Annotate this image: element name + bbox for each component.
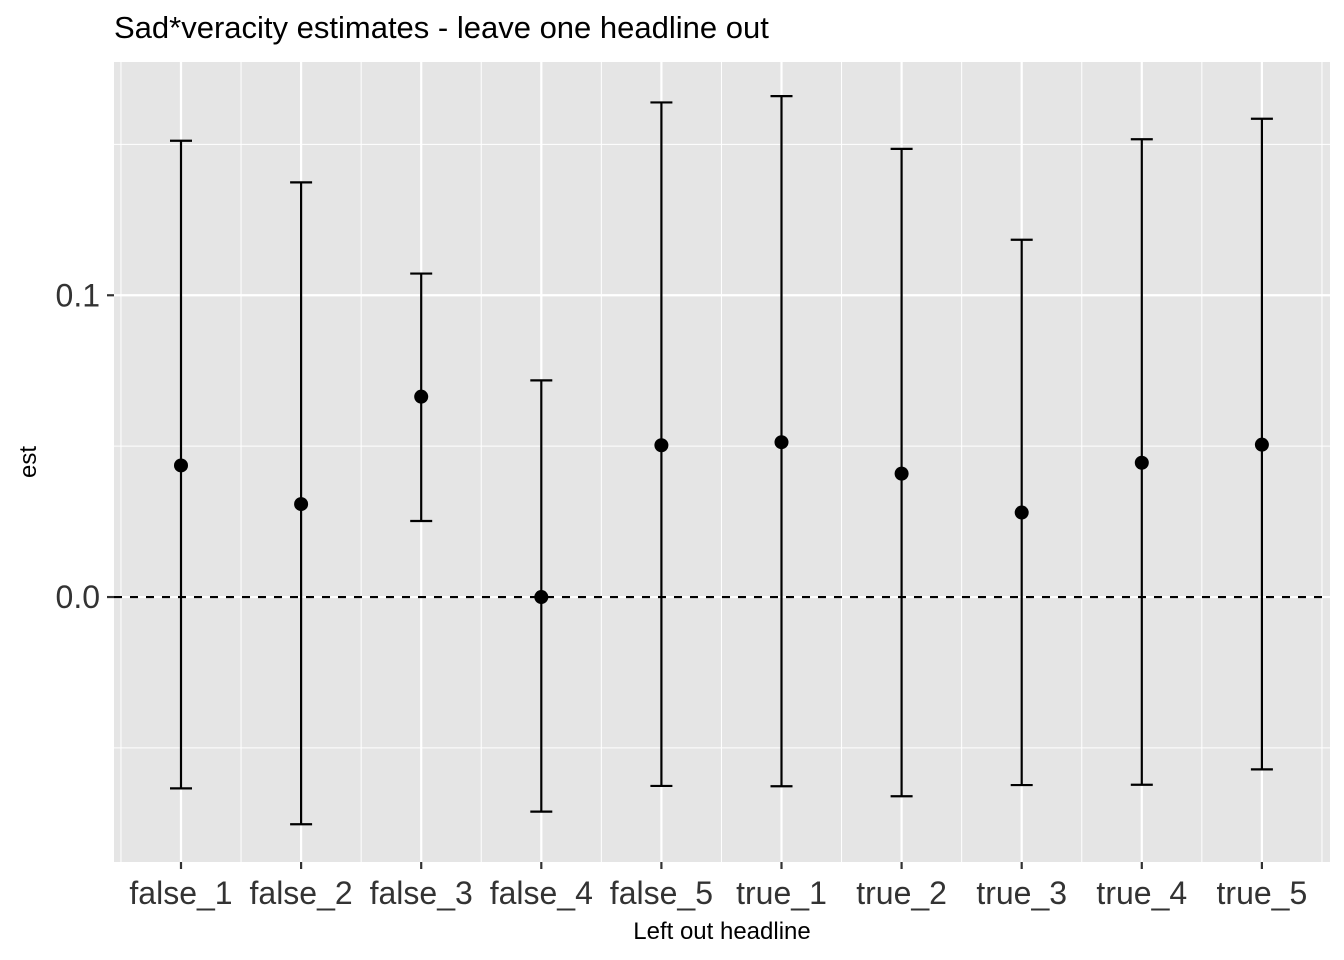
y-tick-label: 0.0 xyxy=(56,579,100,615)
estimate-point-true_1 xyxy=(774,435,789,450)
x-tick-label-false_3: false_3 xyxy=(370,875,473,911)
estimate-point-false_2 xyxy=(294,497,309,512)
estimate-points xyxy=(174,389,1269,605)
x-tick-label-false_5: false_5 xyxy=(610,875,713,911)
y-tick-label: 0.1 xyxy=(56,277,100,313)
y-axis-title: est xyxy=(15,446,42,478)
x-tick-label-true_3: true_3 xyxy=(976,875,1067,911)
x-axis: false_1 false_2 false_3 false_4 false_5 true_… xyxy=(129,862,1307,911)
x-tick-label-false_1: false_1 xyxy=(129,875,232,911)
estimate-point-true_5 xyxy=(1254,437,1269,452)
y-axis: 0.0 0.1 xyxy=(56,277,114,615)
grid-minor xyxy=(114,62,1330,862)
estimate-point-true_4 xyxy=(1134,455,1149,470)
estimate-point-true_2 xyxy=(894,466,909,481)
x-tick-label-true_1: true_1 xyxy=(736,875,827,911)
x-tick-label-true_5: true_5 xyxy=(1217,875,1308,911)
x-tick-label-true_4: true_4 xyxy=(1096,875,1187,911)
estimate-point-false_1 xyxy=(174,458,188,473)
x-axis-title: Left out headline xyxy=(633,918,810,945)
plot-panel xyxy=(114,62,1330,862)
x-tick-label-false_4: false_4 xyxy=(490,875,593,911)
estimate-point-false_4 xyxy=(534,590,549,605)
estimate-point-false_5 xyxy=(654,438,669,453)
estimate-point-true_3 xyxy=(1014,505,1029,520)
x-tick-label-false_2: false_2 xyxy=(250,875,353,911)
estimate-point-false_3 xyxy=(414,389,429,404)
chart-title: Sad*veracity estimates - leave one headl… xyxy=(114,10,769,45)
x-tick-label-true_2: true_2 xyxy=(856,875,947,911)
